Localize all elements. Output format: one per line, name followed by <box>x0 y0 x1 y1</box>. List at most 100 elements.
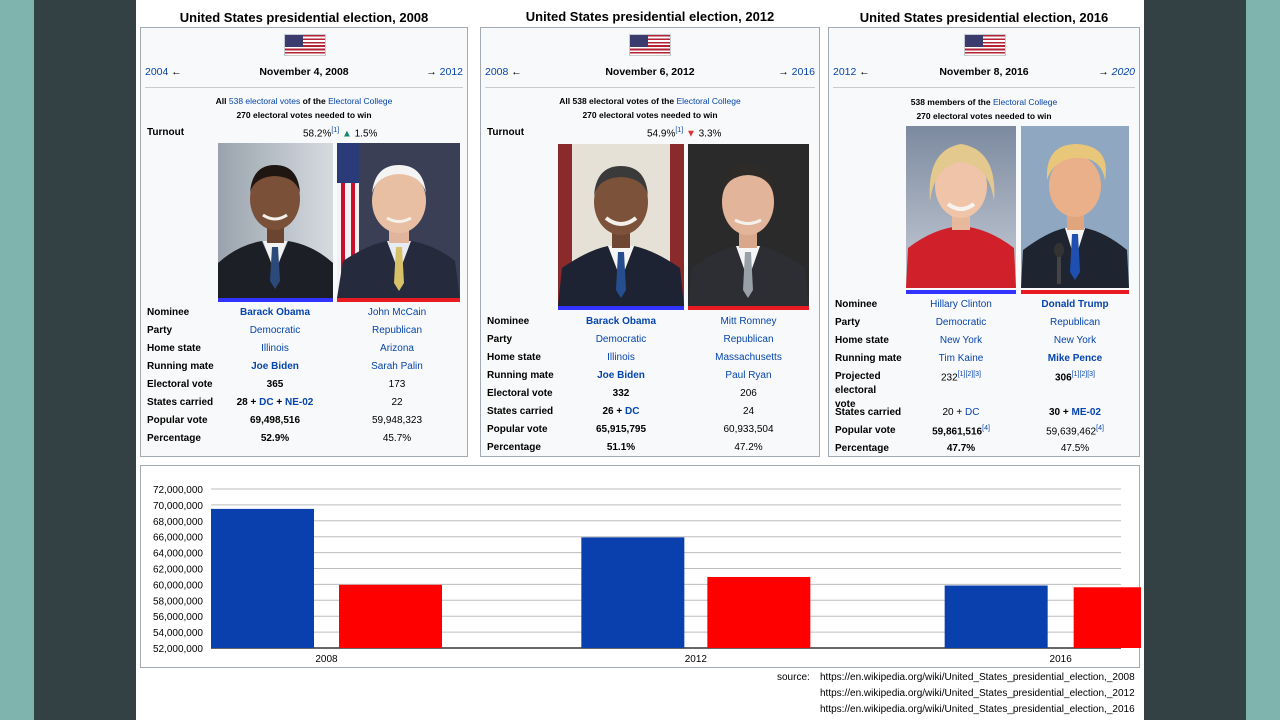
x-tick-label: 2012 <box>685 654 708 665</box>
dem-color-bar <box>906 290 1016 294</box>
photo-barack-obama <box>218 143 333 298</box>
infobox-title-2012: United States presidential election, 201… <box>525 9 775 24</box>
next-election-link[interactable]: → 2016 <box>778 66 815 78</box>
prev-election-link[interactable]: 2008 ← <box>485 66 522 78</box>
left-margin <box>0 0 34 720</box>
home-state-dem[interactable]: New York <box>939 335 983 346</box>
next-election-link[interactable]: → 2020 <box>1098 66 1135 78</box>
electoral-vote-rep: 206 <box>740 388 757 399</box>
nominee-dem[interactable]: Barack Obama <box>585 316 657 327</box>
popular-vote-rep: 59,639,462[4] <box>1046 425 1104 438</box>
infobox-2016: 2012 ← November 8, 2016 → 2020 538 membe… <box>828 27 1140 457</box>
prev-election-link[interactable]: 2004 ← <box>145 66 182 78</box>
electoral-college-link[interactable]: Electoral College <box>992 97 1058 107</box>
electoral-college-link[interactable]: Electoral College <box>676 96 741 106</box>
states-carried-rep: 24 <box>742 406 755 417</box>
popular-vote-rep: 59,948,323 <box>371 415 423 426</box>
home-state-rep[interactable]: New York <box>1053 335 1097 346</box>
bar-chart-svg: 52,000,000 54,000,000 56,000,000 58,000,000… <box>153 485 1141 665</box>
photo-hillary-clinton <box>906 126 1016 288</box>
y-tick-label: 60,000,000 <box>153 580 203 591</box>
party-dem[interactable]: Democratic <box>249 325 301 336</box>
right-margin <box>1246 0 1280 720</box>
party-dem[interactable]: Democratic <box>935 317 987 328</box>
states-carried-dem: 20 + DC <box>942 407 980 418</box>
y-tick-label: 62,000,000 <box>153 565 203 576</box>
rep-color-bar <box>688 306 809 310</box>
y-tick-label: 66,000,000 <box>153 533 203 544</box>
states-carried-rep: 22 <box>391 397 403 408</box>
rep-color-bar <box>337 298 460 302</box>
states-carried-dem: 28 + DC + NE-02 <box>236 397 314 408</box>
source-label: source: <box>777 672 810 683</box>
running-mate-dem[interactable]: Joe Biden <box>597 370 645 381</box>
us-flag-icon <box>629 34 671 56</box>
electoral-notes: All 538 electoral votes of the Electoral… <box>215 96 393 120</box>
party-dem[interactable]: Democratic <box>595 334 647 345</box>
y-tick-label: 54,000,000 <box>153 628 203 639</box>
percentage-rep: 45.7% <box>382 433 412 444</box>
popular-vote-dem: 59,861,516[4] <box>932 425 990 438</box>
y-tick-label: 70,000,000 <box>153 501 203 512</box>
party-rep[interactable]: Republican <box>723 334 774 345</box>
running-mate-rep[interactable]: Paul Ryan <box>725 370 772 381</box>
bar-2016-rep <box>1073 587 1141 648</box>
home-state-dem[interactable]: Illinois <box>261 343 289 354</box>
party-rep[interactable]: Republican <box>371 325 423 336</box>
bar-2016-dem <box>944 585 1048 648</box>
home-state-rep[interactable]: Arizona <box>380 343 414 354</box>
percentage-dem: 47.7% <box>946 443 976 454</box>
popular-vote-chart: 52,000,000 54,000,000 56,000,000 58,000,000… <box>140 465 1141 668</box>
nominee-rep[interactable]: John McCain <box>367 307 427 318</box>
running-mate-dem[interactable]: Joe Biden <box>251 361 299 372</box>
photo-donald-trump <box>1021 126 1129 288</box>
source-url-2008[interactable]: https://en.wikipedia.org/wiki/United_Sta… <box>820 672 1135 683</box>
infobox-2012: 2008 ← November 6, 2012 → 2016 All 538 e… <box>480 27 820 457</box>
photo-barack-obama <box>558 144 684 306</box>
election-date: November 8, 2016 <box>939 66 1029 78</box>
percentage-dem: 51.1% <box>606 442 636 453</box>
states-carried-rep: 30 + ME-02 <box>1049 407 1101 418</box>
electoral-votes-link[interactable]: 538 electoral votes <box>228 96 301 106</box>
running-mate-dem[interactable]: Tim Kaine <box>938 353 984 364</box>
electoral-college-link[interactable]: Electoral College <box>328 96 393 106</box>
electoral-notes: 538 members of the Electoral College 270… <box>910 97 1058 121</box>
prev-election-link[interactable]: 2012 ← <box>833 66 870 78</box>
nominee-dem[interactable]: Barack Obama <box>239 307 311 318</box>
bar-2012-dem <box>581 537 685 648</box>
percentage-rep: 47.5% <box>1060 443 1090 454</box>
home-state-rep[interactable]: Massachusetts <box>715 352 782 363</box>
dem-color-bar <box>558 306 684 310</box>
electoral-vote-dem: 332 <box>612 388 630 399</box>
source-url-2012[interactable]: https://en.wikipedia.org/wiki/United_Sta… <box>820 688 1135 699</box>
x-tick-label: 2016 <box>1050 654 1073 665</box>
running-mate-rep[interactable]: Sarah Palin <box>371 361 423 372</box>
nav-row-2012: 2008 ← November 6, 2012 → 2016 <box>485 66 815 80</box>
bar-2012-rep <box>707 576 811 648</box>
nominee-rep[interactable]: Mitt Romney <box>720 316 777 327</box>
electoral-vote-dem: 365 <box>266 379 284 390</box>
electoral-vote-rep: 173 <box>388 379 406 390</box>
nav-row-2008: 2004 ← November 4, 2008 → 2012 <box>145 66 463 80</box>
rep-color-bar <box>1021 290 1129 294</box>
popular-vote-rep: 60,933,504 <box>723 424 774 435</box>
electoral-notes: All 538 electoral votes of the Electoral… <box>559 96 741 120</box>
y-tick-label: 64,000,000 <box>153 549 203 560</box>
home-state-dem[interactable]: Illinois <box>607 352 635 363</box>
percentage-rep: 47.2% <box>734 442 763 453</box>
bar-2008-rep <box>339 584 442 648</box>
nominee-dem[interactable]: Hillary Clinton <box>930 299 992 310</box>
y-tick-label: 52,000,000 <box>153 644 203 655</box>
source-url-2016[interactable]: https://en.wikipedia.org/wiki/United_Sta… <box>820 704 1135 715</box>
dem-color-bar <box>218 298 333 302</box>
party-rep[interactable]: Republican <box>1049 317 1101 328</box>
us-flag-icon <box>964 34 1006 56</box>
next-election-link[interactable]: → 2012 <box>426 66 463 78</box>
electoral-vote-rep: 306[1][2][3] <box>1054 371 1096 384</box>
photo-mitt-romney <box>688 144 809 306</box>
popular-vote-dem: 65,915,795 <box>595 424 647 435</box>
y-tick-label: 68,000,000 <box>153 517 203 528</box>
nav-row-2016: 2012 ← November 8, 2016 → 2020 <box>833 66 1135 80</box>
running-mate-rep[interactable]: Mike Pence <box>1047 353 1103 364</box>
nominee-rep[interactable]: Donald Trump <box>1041 299 1109 310</box>
